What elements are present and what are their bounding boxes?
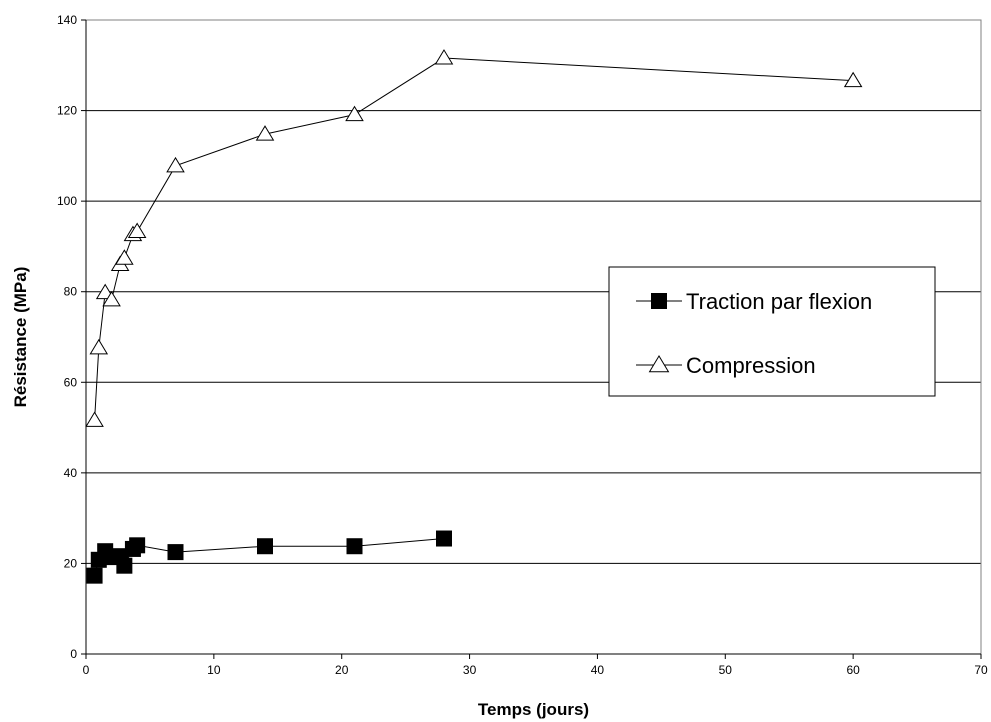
y-tick-label: 40 bbox=[64, 466, 78, 480]
x-tick-label: 10 bbox=[207, 663, 221, 677]
y-tick-label: 60 bbox=[64, 375, 78, 389]
data-point-triangle bbox=[843, 71, 863, 88]
data-point-square bbox=[257, 538, 273, 555]
data-point-triangle bbox=[115, 249, 134, 265]
y-tick-label: 100 bbox=[57, 194, 77, 208]
x-tick-label: 50 bbox=[719, 663, 733, 677]
y-tick-label: 80 bbox=[64, 285, 78, 299]
legend-label: Traction par flexion bbox=[686, 289, 872, 314]
x-tick-label: 60 bbox=[846, 663, 860, 677]
data-point-triangle bbox=[345, 105, 364, 122]
data-point-triangle bbox=[102, 290, 121, 307]
data-point-square bbox=[651, 293, 667, 309]
data-point-triangle bbox=[166, 156, 185, 173]
y-tick-label: 20 bbox=[64, 556, 78, 570]
data-point-square bbox=[86, 567, 103, 584]
x-tick-label: 20 bbox=[335, 663, 349, 677]
y-tick-label: 140 bbox=[57, 13, 77, 27]
legend-entry: Traction par flexion bbox=[636, 289, 872, 314]
data-point-triangle bbox=[434, 49, 454, 65]
legend-label: Compression bbox=[686, 353, 816, 378]
data-point-square bbox=[436, 530, 452, 547]
series-layer bbox=[85, 49, 863, 584]
data-point-square bbox=[346, 538, 363, 555]
legend-box bbox=[608, 266, 936, 397]
x-tick-label: 70 bbox=[974, 663, 988, 677]
y-tick-label: 120 bbox=[57, 104, 77, 118]
data-point-square bbox=[116, 557, 133, 574]
data-point-triangle bbox=[127, 222, 147, 238]
data-point-square bbox=[129, 537, 146, 554]
data-point-triangle bbox=[648, 355, 670, 373]
axes: 0 20 40 60 80 100 120 140 0 10 20 30 40 50 60 70 bbox=[57, 13, 988, 677]
data-point-triangle bbox=[85, 411, 104, 427]
legend-entry: Compression bbox=[636, 353, 816, 378]
legend: Traction par flexion Compression bbox=[608, 266, 936, 397]
data-point-triangle bbox=[255, 125, 275, 141]
x-tick-label: 40 bbox=[591, 663, 605, 677]
x-tick-label: 30 bbox=[463, 663, 477, 677]
x-tick-label: 0 bbox=[83, 663, 90, 677]
y-axis-title: Résistance (MPa) bbox=[11, 267, 30, 408]
y-tick-label: 0 bbox=[70, 647, 77, 661]
series-open-triangle bbox=[85, 49, 863, 427]
x-axis-title: Temps (jours) bbox=[478, 700, 589, 719]
data-point-square bbox=[167, 544, 184, 561]
series-filled-square bbox=[86, 530, 452, 584]
data-point-triangle bbox=[89, 338, 109, 355]
